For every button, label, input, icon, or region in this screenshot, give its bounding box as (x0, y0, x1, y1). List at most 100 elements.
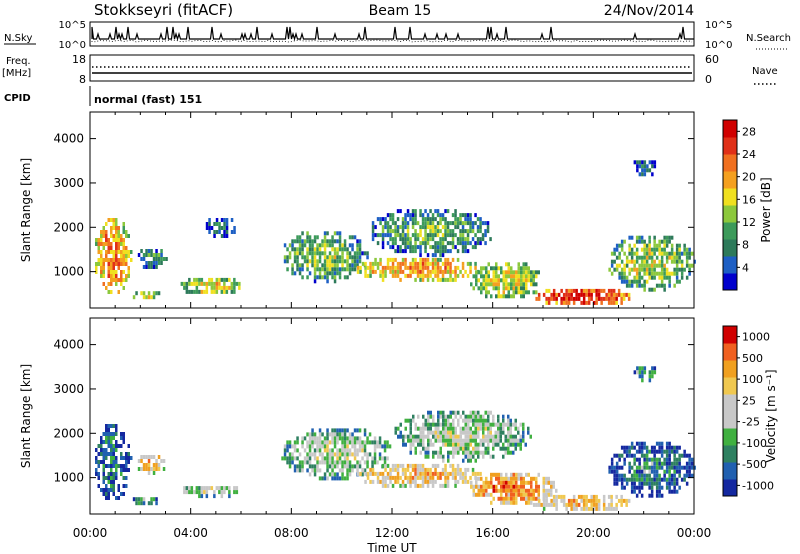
heatmap-cell (693, 259, 696, 264)
heatmap-cell (142, 455, 146, 459)
heatmap-cell (145, 265, 148, 269)
heatmap-cell (100, 258, 103, 262)
heatmap-cell (633, 453, 636, 458)
heatmap-cell (492, 472, 495, 477)
heatmap-cell (600, 300, 603, 305)
heatmap-cell (107, 238, 110, 242)
heatmap-cell (537, 292, 541, 297)
heatmap-cell (439, 430, 442, 435)
heatmap-cell (520, 290, 523, 295)
heatmap-cell (371, 261, 375, 266)
heatmap-cell (613, 481, 616, 486)
heatmap-cell (650, 259, 654, 264)
heatmap-cell (436, 249, 440, 254)
heatmap-cell (670, 251, 674, 256)
heatmap-cell (612, 292, 616, 297)
heatmap-cell (633, 461, 636, 466)
heatmap-cell (429, 442, 432, 447)
heatmap-cell (502, 430, 505, 435)
heatmap-cell (610, 494, 613, 499)
heatmap-cell (597, 288, 601, 293)
heatmap-cell (618, 255, 621, 260)
heatmap-cell (421, 237, 425, 242)
heatmap-cell (303, 255, 307, 260)
heatmap-cell (502, 418, 505, 423)
heatmap-cell (321, 460, 324, 465)
heatmap-cell (555, 296, 558, 301)
heatmap-cell (439, 265, 442, 270)
heatmap-cell (510, 294, 513, 299)
heatmap-cell (507, 492, 510, 497)
heatmap-cell (469, 430, 472, 435)
heatmap-cell (338, 235, 342, 240)
heatmap-cell (660, 449, 664, 454)
heatmap-cell (633, 267, 636, 272)
heatmap-cell (381, 233, 385, 238)
heatmap-cell (102, 262, 105, 266)
heatmap-cell (200, 486, 204, 491)
heatmap-cell (321, 440, 324, 445)
heatmap-cell (333, 464, 337, 469)
heatmap-cell (462, 450, 465, 455)
heatmap-cell (147, 295, 151, 300)
heatmap-cell (630, 235, 634, 240)
heatmap-cell (374, 257, 377, 262)
heatmap-cell (510, 472, 513, 477)
heatmap-cell (660, 271, 664, 276)
heatmap-cell (412, 442, 415, 447)
heatmap-cell (411, 213, 415, 218)
heatmap-cell (215, 218, 219, 222)
heatmap-cell (437, 454, 440, 459)
heatmap-cell (107, 250, 110, 254)
heatmap-cell (110, 278, 113, 282)
heatmap-cell (688, 247, 691, 252)
heatmap-cell (646, 164, 649, 169)
heatmap-cell (446, 265, 450, 270)
heatmap-cell (514, 418, 517, 423)
heatmap-cell (625, 477, 629, 482)
heatmap-cell (685, 481, 689, 486)
heatmap-cell (120, 444, 123, 448)
heatmap-cell (321, 243, 324, 248)
heatmap-cell (525, 496, 528, 501)
heatmap-cell (645, 457, 649, 462)
heatmap-cell (597, 292, 601, 297)
heatmap-cell (640, 283, 644, 288)
heatmap-cell (115, 246, 118, 250)
heatmap-cell (648, 243, 651, 248)
heatmap-cell (555, 502, 558, 507)
heatmap-cell (472, 484, 475, 489)
heatmap-cell (446, 257, 450, 262)
heatmap-cell (650, 469, 654, 474)
heatmap-cell (442, 422, 445, 427)
heatmap-cell (396, 463, 400, 468)
heatmap-cell (336, 239, 339, 244)
heatmap-cell (449, 261, 452, 266)
heatmap-cell (371, 467, 375, 472)
heatmap-cell (517, 472, 520, 477)
heatmap-cell (336, 476, 339, 481)
heatmap-cell (461, 475, 465, 480)
heatmap-cell (527, 488, 530, 493)
heatmap-cell (389, 475, 392, 480)
heatmap-cell (411, 265, 415, 270)
heatmap-cell (454, 225, 457, 230)
heatmap-cell (630, 279, 634, 284)
heatmap-cell (615, 243, 619, 248)
heatmap-cell (535, 488, 538, 493)
heatmap-cell (485, 282, 488, 287)
heatmap-cell (459, 241, 462, 246)
heatmap-cell (670, 247, 674, 252)
heatmap-cell (474, 446, 477, 451)
heatmap-cell (459, 467, 462, 472)
heatmap-cell (547, 488, 550, 493)
heatmap-cell (283, 243, 287, 248)
heatmap-cell (505, 476, 508, 481)
heatmap-cell (655, 477, 659, 482)
heatmap-cell (512, 290, 515, 295)
heatmap-cell (532, 270, 535, 275)
heatmap-cell (512, 488, 515, 493)
heatmap-cell (615, 461, 619, 466)
heatmap-cell (670, 473, 674, 478)
